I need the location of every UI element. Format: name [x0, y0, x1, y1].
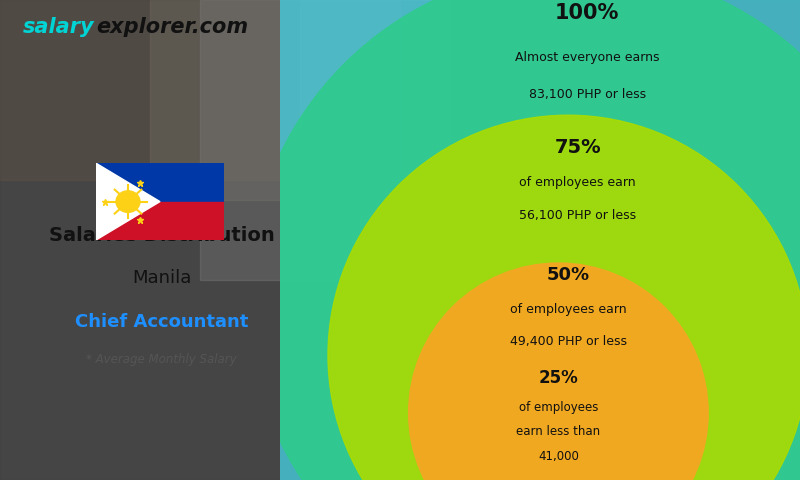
Text: * Average Monthly Salary: * Average Monthly Salary: [86, 353, 237, 367]
Text: 56,100 PHP or less: 56,100 PHP or less: [519, 208, 636, 222]
Text: Manila: Manila: [132, 269, 191, 288]
Bar: [96, 163, 224, 202]
Bar: [150, 0, 400, 200]
Bar: [200, 0, 450, 280]
Text: 50%: 50%: [546, 265, 590, 284]
Bar: [300, 0, 450, 180]
Bar: [96, 202, 224, 240]
Circle shape: [116, 191, 140, 212]
Circle shape: [247, 0, 800, 480]
Text: 49,400 PHP or less: 49,400 PHP or less: [510, 335, 626, 348]
Text: salary: salary: [22, 17, 94, 37]
Text: Almost everyone earns: Almost everyone earns: [515, 51, 659, 64]
Bar: [0, 0, 400, 180]
Text: 100%: 100%: [555, 3, 619, 24]
Text: of employees earn: of employees earn: [519, 176, 636, 189]
Text: earn less than: earn less than: [516, 425, 601, 439]
Text: explorer.com: explorer.com: [96, 17, 248, 37]
Text: 25%: 25%: [538, 369, 578, 387]
Text: 83,100 PHP or less: 83,100 PHP or less: [529, 87, 646, 101]
Text: of employees earn: of employees earn: [510, 302, 626, 316]
Text: 75%: 75%: [554, 138, 601, 157]
Text: Salaries Distribution: Salaries Distribution: [49, 226, 274, 245]
Text: 41,000: 41,000: [538, 450, 579, 464]
Circle shape: [328, 115, 800, 480]
Circle shape: [165, 0, 800, 480]
Text: of employees: of employees: [518, 400, 598, 414]
Polygon shape: [96, 163, 160, 240]
Text: Chief Accountant: Chief Accountant: [75, 312, 248, 331]
Circle shape: [409, 263, 708, 480]
